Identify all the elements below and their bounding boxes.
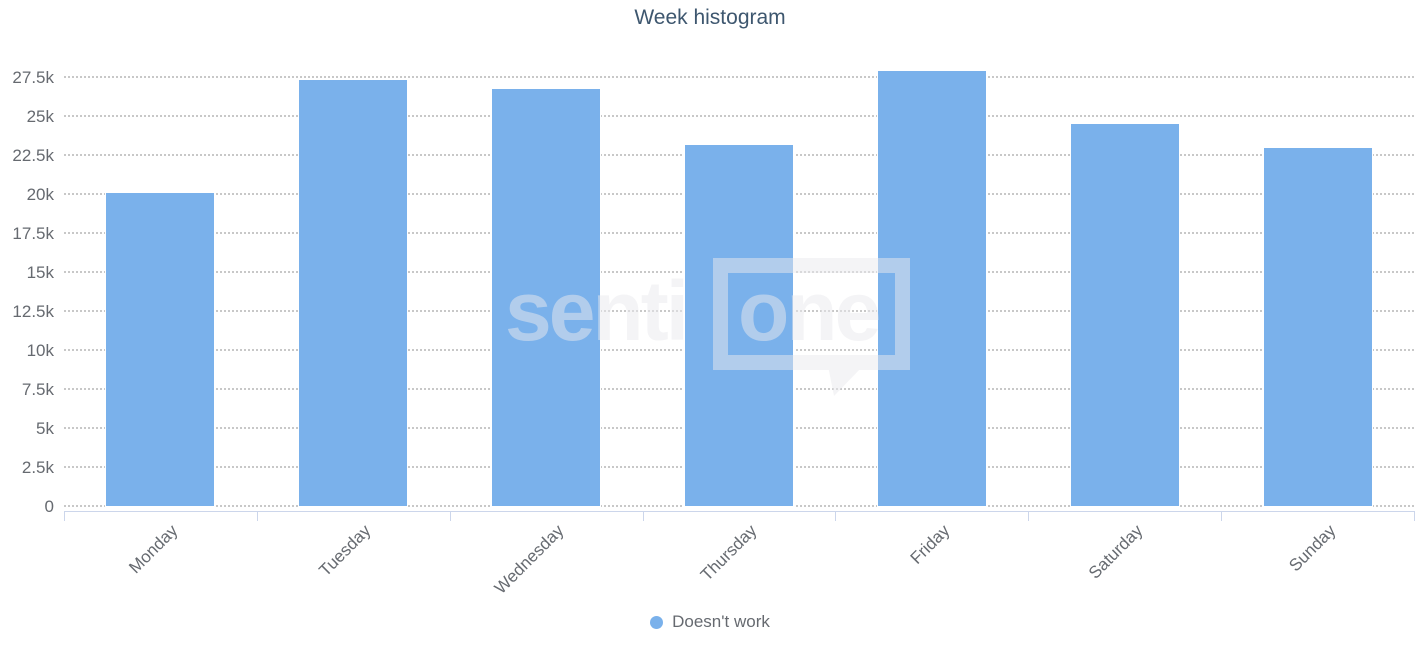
x-axis-label-saturday: Saturday bbox=[1084, 521, 1147, 583]
x-axis-tick bbox=[835, 511, 837, 521]
x-axis-tick bbox=[642, 511, 644, 521]
x-axis-label-tuesday: Tuesday bbox=[315, 521, 375, 581]
y-axis-label-15k: 15k bbox=[26, 263, 54, 282]
x-axis-label-friday: Friday bbox=[906, 521, 954, 568]
x-axis-tick bbox=[1028, 511, 1030, 521]
x-axis-label-sunday: Sunday bbox=[1284, 521, 1339, 576]
legend-label: Doesn't work bbox=[672, 612, 770, 631]
y-axis-label-27.5k: 27.5k bbox=[12, 68, 54, 87]
bar-monday[interactable] bbox=[105, 191, 216, 507]
y-axis-label-25k: 25k bbox=[26, 107, 54, 126]
x-axis-tick bbox=[256, 511, 258, 521]
y-axis-label-2.5k: 2.5k bbox=[21, 458, 54, 477]
chart-title: Week histogram bbox=[634, 6, 786, 29]
plot-area bbox=[64, 0, 1414, 507]
y-axis-label-10k: 10k bbox=[26, 341, 54, 360]
legend-marker-icon bbox=[650, 615, 664, 629]
y-axis-label-17.5k: 17.5k bbox=[12, 224, 54, 243]
x-axis-label-thursday: Thursday bbox=[696, 521, 761, 585]
gridline-25000 bbox=[64, 115, 1414, 117]
x-axis-tick bbox=[449, 511, 451, 521]
y-axis-label-22.5k: 22.5k bbox=[12, 146, 54, 165]
y-axis-label-12.5k: 12.5k bbox=[12, 302, 54, 321]
y-axis-label-5k: 5k bbox=[36, 419, 54, 438]
y-axis-label-20k: 20k bbox=[26, 185, 54, 204]
bar-sunday[interactable] bbox=[1262, 146, 1373, 507]
bar-friday[interactable] bbox=[876, 70, 987, 507]
x-axis-line bbox=[64, 511, 1415, 512]
bar-tuesday[interactable] bbox=[298, 78, 409, 507]
bar-thursday[interactable] bbox=[684, 144, 794, 507]
x-axis-label-monday: Monday bbox=[125, 521, 182, 578]
x-axis-tick bbox=[1221, 511, 1223, 521]
x-axis-tick bbox=[64, 511, 65, 521]
gridline-27500 bbox=[64, 76, 1414, 78]
bar-saturday[interactable] bbox=[1069, 123, 1180, 507]
legend-item[interactable]: Doesn't work bbox=[0, 612, 1420, 632]
bar-wednesday[interactable] bbox=[491, 88, 602, 507]
x-axis-tick bbox=[1414, 511, 1415, 521]
y-axis-label-7.5k: 7.5k bbox=[21, 380, 54, 399]
y-axis-label-0: 0 bbox=[44, 497, 54, 516]
x-axis-label-wednesday: Wednesday bbox=[490, 521, 568, 598]
